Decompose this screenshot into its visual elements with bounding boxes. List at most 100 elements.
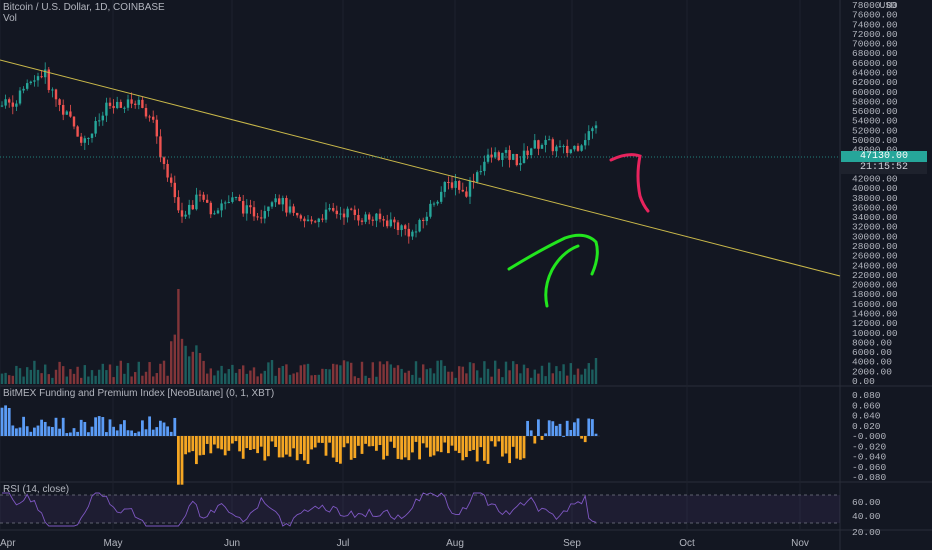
funding-bar [277,436,281,458]
rsi-legend[interactable]: RSI (14, close) [3,484,70,495]
candle-body [29,81,32,84]
descending-trendline[interactable] [0,59,841,277]
rsi-axis[interactable]: 60.00 40.00 20.00 [852,497,881,538]
price-tick-label: 42000.00 [852,174,898,185]
price-axis[interactable]: 78000.0076000.0074000.0072000.0070000.00… [852,0,898,387]
candle-body [249,205,252,208]
funding-bar [267,436,270,457]
candle-body [76,126,79,137]
candle-body [465,191,468,197]
volume-bar [371,362,374,384]
volume-bar [350,362,353,384]
volume-bar [11,375,14,384]
volume-bar [105,370,108,384]
funding-bar [15,428,18,436]
candle-body [144,107,148,117]
volume-bar [159,363,162,384]
volume-bar [378,361,382,384]
candle-body [569,149,572,153]
candle-body [83,138,86,143]
candle-body [350,208,353,210]
funding-bar [123,420,126,436]
funding-axis[interactable]: 0.0800.0600.0400.020-0.000-0.020-0.040-0… [852,390,887,483]
volume-bar [490,376,493,384]
funding-bar [180,436,184,485]
funding-bar [569,429,573,436]
candle-body [594,125,598,129]
price-tick-label: 36000.00 [852,202,898,213]
volume-bar [530,377,533,384]
funding-bar [7,408,11,436]
candle-body [278,198,281,205]
funding-bar [544,433,547,436]
volume-bar [429,368,432,384]
volume-bar [393,367,396,384]
funding-bar [439,436,443,453]
candle-body [296,212,299,216]
green-up-arrow-annotation[interactable] [507,233,599,276]
volume-bar [533,369,536,384]
funding-bar [94,417,97,436]
candle-body [504,150,508,153]
volume-bar [332,363,335,384]
volume-legend[interactable]: Vol [3,13,17,24]
funding-bar [195,436,198,465]
funding-legend[interactable]: BitMEX Funding and Premium Index [NeoBut… [3,388,275,399]
volume-bar [54,369,58,384]
price-tick-label: 40000.00 [852,183,898,194]
candle-body [483,161,486,172]
candle-body [522,150,526,163]
funding-bar [148,416,151,436]
candle-body [148,116,151,118]
volume-bar [256,376,259,384]
volume-bar [270,360,274,384]
volume-bar [285,364,288,384]
candle-body [576,145,580,151]
volume-bar [418,377,421,384]
candle-body [418,219,421,232]
price-tick-label: 2000.00 [852,366,892,377]
volume-bar [47,374,50,384]
volume-bar [339,365,342,384]
candlestick-series[interactable] [0,62,598,244]
funding-bar [403,436,407,458]
funding-bar [245,436,249,449]
bar-countdown-label: 21:15:52 [841,162,927,174]
candle-body [108,102,112,106]
symbol-legend[interactable]: Bitcoin / U.S. Dollar, 1D, COINBASE [3,2,165,13]
candle-body [62,104,65,115]
volume-bar [184,345,187,384]
candle-body [461,189,464,192]
funding-bar [263,436,267,461]
funding-bar [483,436,486,461]
volume-bar [440,360,443,384]
funding-bar [87,432,90,436]
candle-body [404,225,407,229]
volume-bar [468,362,472,384]
candle-body [112,105,115,109]
volume-bar [162,360,166,384]
rsi-line [2,492,597,527]
candle-body [72,116,76,127]
volume-bars [0,289,598,384]
candle-body [90,133,94,138]
candle-body [310,219,313,222]
volume-bar [292,373,295,384]
candle-body [400,225,403,231]
volume-bar [497,368,500,384]
volume-bar [180,338,184,384]
green-up-arrow-annotation-stem[interactable] [544,244,580,308]
candle-body [216,210,220,214]
candle-body [342,213,346,218]
price-tick-label: 18000.00 [852,289,898,300]
funding-bar [213,436,216,445]
time-axis[interactable]: Apr May Jun Jul Aug Sep Oct Nov [0,538,809,549]
pink-down-arrow-annotation[interactable] [609,153,650,213]
candle-body [119,101,122,108]
funding-bar [429,436,432,457]
volume-bar [522,364,526,384]
volume-bar [386,361,389,384]
candle-body [134,103,137,105]
candle-body [332,208,335,211]
